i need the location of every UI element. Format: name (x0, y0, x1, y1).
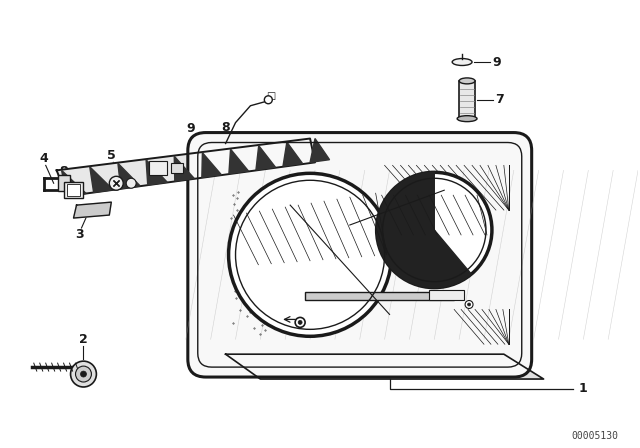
Circle shape (81, 371, 86, 377)
Bar (149, 161, 167, 175)
Text: 2: 2 (79, 333, 88, 346)
Text: 5: 5 (107, 149, 116, 162)
Polygon shape (256, 146, 275, 170)
Text: 4: 4 (39, 152, 48, 165)
Polygon shape (225, 354, 543, 379)
Polygon shape (174, 156, 195, 181)
Polygon shape (146, 160, 167, 185)
Polygon shape (57, 138, 315, 196)
Text: 8: 8 (221, 121, 230, 134)
Bar (305, 292, 454, 300)
Bar (63, 182, 83, 198)
Polygon shape (61, 170, 86, 196)
Text: 1: 1 (579, 383, 587, 396)
Circle shape (465, 301, 473, 309)
Bar (67, 184, 81, 196)
Circle shape (264, 96, 272, 104)
Polygon shape (310, 138, 330, 162)
Text: 9: 9 (186, 122, 195, 135)
Polygon shape (283, 142, 303, 166)
Circle shape (109, 177, 124, 190)
Text: 7: 7 (495, 93, 504, 106)
Circle shape (70, 361, 97, 387)
Polygon shape (118, 163, 140, 189)
Ellipse shape (457, 116, 477, 122)
Circle shape (377, 172, 492, 288)
FancyBboxPatch shape (188, 133, 532, 377)
Bar (58, 175, 70, 191)
Ellipse shape (459, 78, 475, 84)
Text: 00005130: 00005130 (571, 431, 618, 441)
Circle shape (295, 318, 305, 327)
Circle shape (298, 320, 302, 324)
Polygon shape (74, 202, 111, 218)
Bar (429, 289, 464, 300)
Circle shape (76, 366, 92, 382)
Ellipse shape (452, 59, 472, 65)
Bar (459, 81, 475, 119)
Bar (171, 164, 183, 173)
Text: □: □ (266, 91, 275, 101)
Text: 9: 9 (493, 56, 501, 69)
Polygon shape (90, 167, 113, 193)
Text: 3: 3 (75, 228, 84, 241)
Text: 8: 8 (60, 165, 68, 178)
Circle shape (126, 178, 136, 188)
Circle shape (468, 303, 470, 306)
Circle shape (228, 173, 392, 336)
Polygon shape (202, 153, 221, 177)
Polygon shape (229, 149, 248, 174)
Polygon shape (377, 172, 471, 288)
